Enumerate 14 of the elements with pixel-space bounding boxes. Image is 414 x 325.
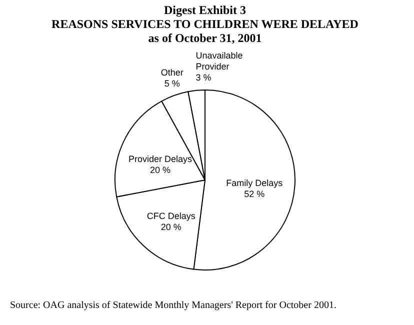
slice-label: Other <box>160 68 184 78</box>
data-label: 3 % <box>196 72 212 82</box>
text: REASONS SERVICES TO CHILDREN WERE DELAYED <box>52 17 358 31</box>
slice-label: Unavailable Provider <box>196 50 243 72</box>
slice-label: Family Delays <box>226 178 284 188</box>
text: Digest Exhibit 3 <box>164 3 246 17</box>
text: as of October 31, 2001 <box>148 31 262 45</box>
data-label: 20 % <box>160 222 182 232</box>
data-label: 52 % <box>244 189 265 200</box>
source-note: Source: OAG analysis of Statewide Monthly Managers' Report for October 2001. <box>10 300 336 311</box>
slice-label: Provider Delays <box>128 154 192 164</box>
data-label: 5 % <box>164 78 180 89</box>
slice-label: CFC Delays <box>146 211 196 222</box>
data-label: 20 % <box>150 164 170 175</box>
